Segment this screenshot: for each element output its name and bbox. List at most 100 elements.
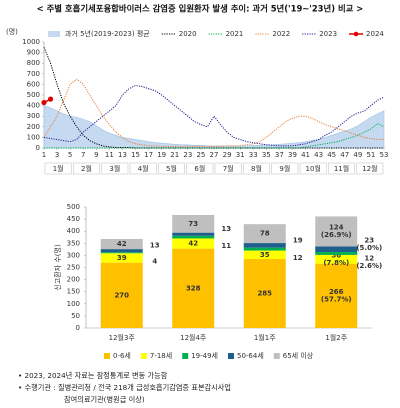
month-label: 2월 (81, 164, 92, 173)
month-box (299, 162, 327, 175)
data-label: 78 (260, 230, 270, 238)
month-box (243, 162, 270, 175)
data-label: 328 (186, 284, 201, 292)
bar-segment (172, 235, 215, 239)
data-label: 285 (257, 290, 272, 298)
legend-label: 2024 (366, 30, 384, 38)
month-label: 11월 (334, 164, 349, 173)
x-tick-label: 37 (275, 151, 284, 159)
bar-segment (172, 238, 215, 249)
bar-segment (315, 216, 358, 247)
month-label: 12월 (362, 164, 377, 173)
month-box (271, 162, 299, 175)
x-tick-label: 5 (68, 151, 72, 159)
legend-label: 2023 (319, 30, 337, 38)
x-tick-label: 1월2주 (325, 333, 347, 342)
y-tick-label: 100 (67, 300, 80, 308)
data-label: 35 (260, 251, 270, 259)
footnote: • 2023, 2024년 자료는 잠정통계로 변동 가능함 (18, 371, 168, 380)
bar-segment (315, 252, 358, 255)
data-label: 124 (26.9%) (321, 224, 352, 240)
x-tick-label: 12월3주 (109, 333, 136, 342)
legend-label: 2020 (179, 30, 197, 38)
point (47, 96, 54, 102)
bar-segment (315, 254, 358, 264)
y-tick-label: 400 (27, 102, 40, 110)
x-tick-label: 53 (380, 151, 389, 159)
legend-label: 7-18세 (150, 351, 172, 360)
data-label: 266 (57.7%) (321, 288, 352, 304)
y-tick-label: 400 (67, 227, 80, 235)
x-tick-label: 41 (301, 151, 310, 159)
x-tick-label: 39 (288, 151, 297, 159)
x-tick-label: 45 (327, 151, 336, 159)
x-tick-label: 35 (262, 151, 271, 159)
x-tick-label: 1월1주 (254, 333, 276, 342)
bar-segment (243, 243, 286, 248)
bar-segment (172, 214, 215, 233)
bar-segment (315, 263, 358, 328)
y-tick-label: 0 (36, 144, 40, 152)
y-unit: (명) (6, 27, 18, 36)
legend-swatch (104, 353, 110, 359)
month-label: 3월 (109, 164, 120, 173)
month-box (328, 162, 355, 175)
x-tick-label: 25 (196, 151, 205, 159)
legend-label: 과거 5년(2019-2023) 평균 (65, 29, 150, 38)
month-label: 9월 (279, 164, 290, 173)
y-tick-label: 350 (67, 239, 80, 247)
x-tick-label: 33 (249, 151, 258, 159)
x-tick-label: 27 (210, 151, 219, 159)
data-label: 36 (7.8%) (323, 252, 349, 268)
y-tick-label: 1000 (22, 38, 40, 46)
x-tick-label: 23 (183, 151, 192, 159)
bar-segment (172, 232, 215, 236)
y-tick-label: 200 (67, 276, 80, 284)
bar-segment (100, 238, 143, 250)
x-tick-label: 13 (118, 151, 127, 159)
legend-swatch (353, 31, 359, 37)
month-label: 1월 (53, 164, 64, 173)
data-label: 11 (221, 242, 231, 250)
x-tick-label: 31 (236, 151, 245, 159)
y-tick-label: 100 (27, 133, 40, 141)
legend-swatch (140, 353, 147, 359)
point (41, 99, 47, 106)
month-box (186, 162, 214, 175)
data-label: 12 (2.6%) (356, 255, 382, 271)
y-tick-label: 300 (67, 251, 80, 259)
month-box (101, 162, 129, 175)
legend-label: 19-49세 (191, 351, 218, 360)
data-label: 73 (188, 220, 198, 228)
data-label: 13 (150, 242, 160, 250)
bar-segment (315, 246, 358, 253)
y-tick-label: 800 (27, 59, 40, 67)
month-box (44, 162, 72, 175)
data-label: 13 (221, 225, 231, 233)
bar-segment (100, 249, 143, 253)
bar-segment (172, 248, 215, 328)
x-tick-label: 21 (170, 151, 179, 159)
month-box (158, 162, 185, 175)
data-label: 42 (117, 240, 127, 248)
x-tick-label: 19 (157, 151, 166, 159)
month-label: 6월 (194, 164, 205, 173)
legend-label: 2021 (226, 30, 244, 38)
bar-segment (100, 262, 143, 328)
y-tick-label: 150 (67, 288, 80, 296)
y-tick-label: 300 (27, 112, 40, 120)
legend-swatch (273, 353, 280, 359)
month-label: 10월 (305, 164, 320, 173)
y-tick-label: 700 (27, 70, 40, 78)
data-label: 39 (117, 254, 127, 262)
x-tick-label: 15 (131, 151, 140, 159)
line (43, 78, 384, 147)
bar-segment (100, 253, 143, 263)
y-tick-label: 50 (71, 312, 80, 320)
month-label: 4월 (138, 164, 149, 173)
y-tick-label: 450 (67, 215, 80, 223)
footnote: 참여의료기관(병원급 이상) (64, 395, 145, 404)
footnote: • 수행기관 : 질병관리청 / 전국 218개 급성호흡기감염증 표본감시사업 (18, 383, 231, 392)
